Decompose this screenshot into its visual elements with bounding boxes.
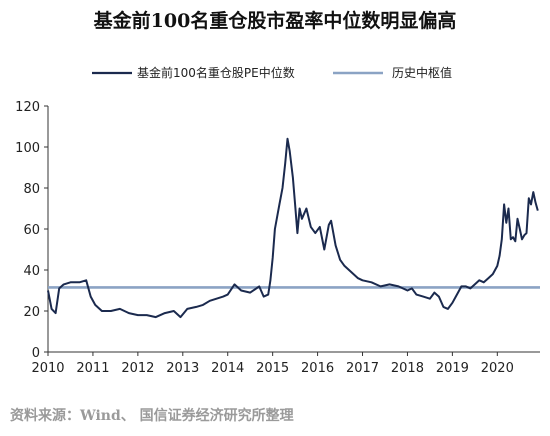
source-note: 资料来源：Wind、 国信证券经济研究所整理 xyxy=(10,408,294,424)
x-tick-label: 2012 xyxy=(121,361,154,376)
chart-title: 基金前100名重仓股市盈率中位数明显偏高 xyxy=(93,10,457,32)
y-tick-label: 20 xyxy=(23,305,40,320)
y-tick-label: 80 xyxy=(23,182,40,197)
axes: 0 20 40 60 80 100 120 2010 2011 2012 2013 2014 2015 2… xyxy=(15,100,540,376)
x-tick-label: 2014 xyxy=(211,361,244,376)
plot-area xyxy=(47,137,540,319)
series-line-pe-median xyxy=(47,137,539,319)
legend-label-historical-center: 历史中枢值 xyxy=(392,65,452,80)
legend-label-pe-median: 基金前100名重仓股PE中位数 xyxy=(137,65,295,80)
y-tick-label: 120 xyxy=(15,100,40,115)
y-tick-label: 60 xyxy=(23,223,40,238)
x-tick-label: 2010 xyxy=(31,361,64,376)
x-tick-label: 2011 xyxy=(76,361,109,376)
x-tick-label: 2015 xyxy=(256,361,289,376)
x-tick-label: 2017 xyxy=(346,361,379,376)
y-tick-label: 100 xyxy=(15,141,40,156)
y-tick-label: 0 xyxy=(32,346,40,361)
x-tick-label: 2019 xyxy=(436,361,469,376)
legend: 基金前100名重仓股PE中位数 历史中枢值 xyxy=(92,65,452,80)
x-tick-label: 2013 xyxy=(166,361,199,376)
x-tick-label: 2018 xyxy=(391,361,424,376)
x-tick-label: 2020 xyxy=(481,361,514,376)
y-tick-label: 40 xyxy=(23,264,40,279)
x-tick-label: 2016 xyxy=(301,361,334,376)
